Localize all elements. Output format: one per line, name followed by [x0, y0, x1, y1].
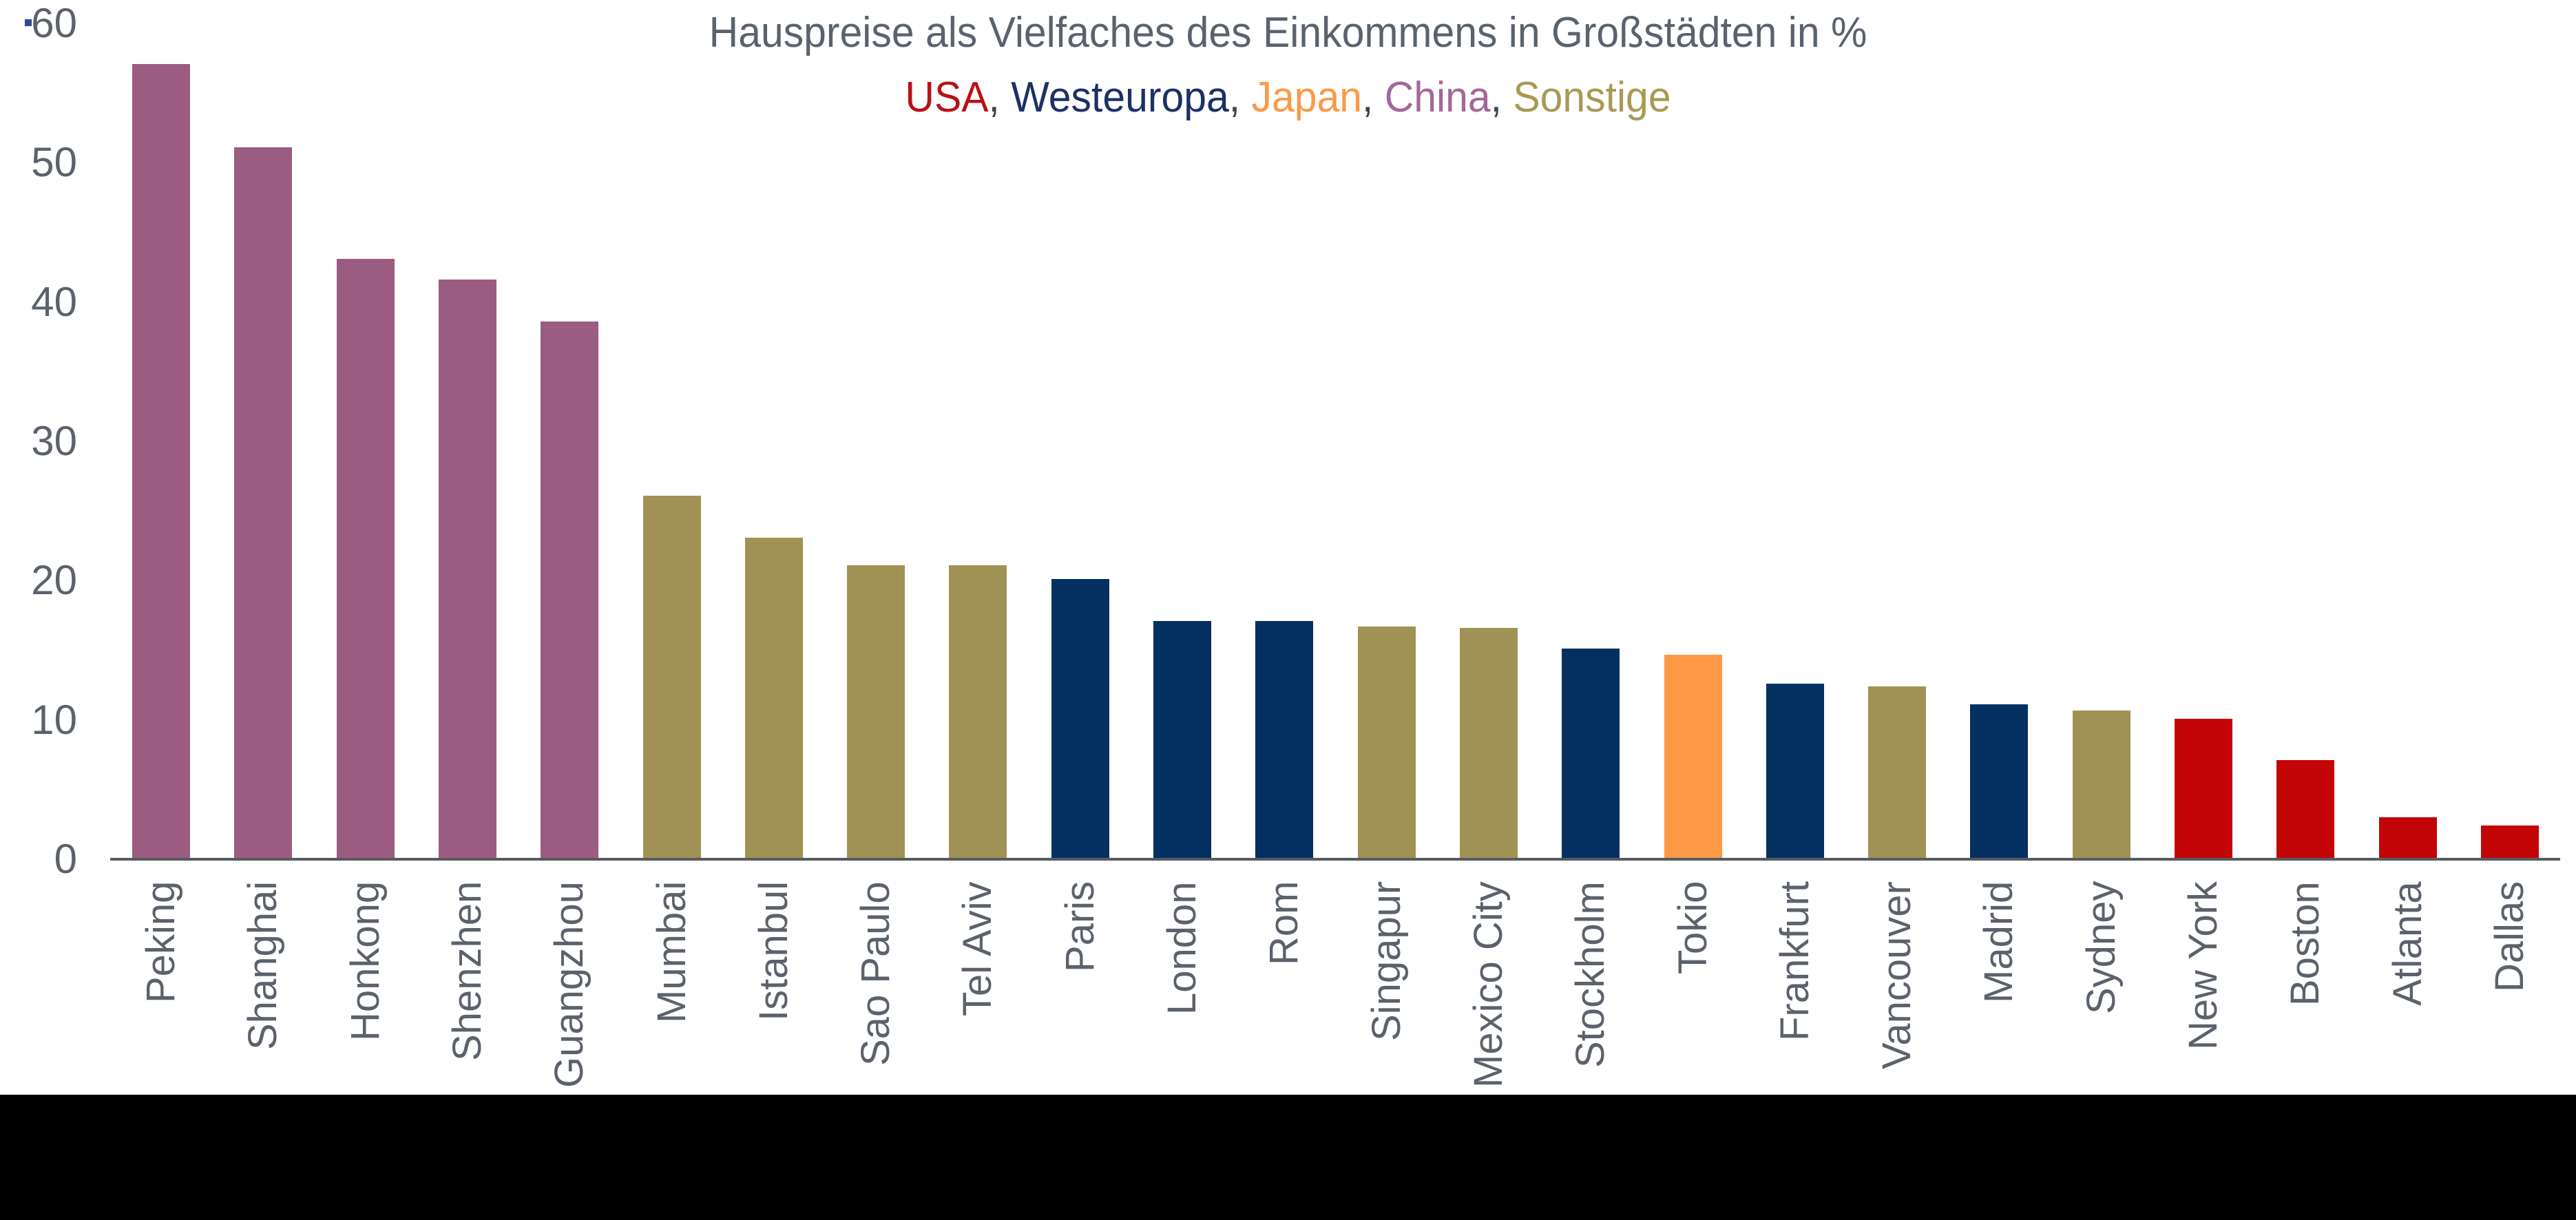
xlabel-sydney: Sydney — [2078, 881, 2124, 1015]
bar-atlanta — [2378, 817, 2437, 858]
bar-singapur — [1357, 627, 1416, 858]
legend-item-japan: Japan — [1251, 74, 1362, 121]
bar-tokio — [1664, 654, 1722, 858]
ytick-0: 0 — [54, 836, 77, 882]
ytick-50: 50 — [31, 139, 77, 186]
bar-shenzhen — [438, 280, 496, 858]
bar-madrid — [1970, 704, 2029, 858]
bar-london — [1153, 621, 1211, 858]
xlabel-peking: Peking — [138, 881, 183, 1004]
bar-dallas — [2480, 825, 2539, 858]
bar-tel-aviv — [949, 565, 1007, 858]
xlabel-guangzhou: Guangzhou — [547, 881, 592, 1088]
legend: USA, Westeuropa, Japan, China, Sonstige — [65, 58, 2512, 123]
xlabel-london: London — [1160, 881, 1204, 1015]
bar-guangzhou — [541, 321, 599, 858]
bar-sao-paulo — [847, 565, 905, 858]
ytick-10: 10 — [31, 696, 77, 743]
x-axis-line — [110, 858, 2560, 861]
xlabel-istanbul: Istanbul — [751, 881, 796, 1022]
xlabel-mexico-city: Mexico City — [1465, 881, 1511, 1088]
bar-mexico-city — [1459, 628, 1518, 858]
xlabel-rom: Rom — [1261, 881, 1307, 966]
bar-peking — [132, 63, 190, 858]
xlabel-shenzhen: Shenzhen — [444, 881, 490, 1062]
ytick-30: 30 — [31, 417, 77, 464]
xlabel-madrid: Madrid — [1976, 881, 2022, 1004]
xlabel-stockholm: Stockholm — [1568, 881, 1613, 1068]
legend-separator: , — [1228, 74, 1252, 121]
bar-shanghai — [234, 147, 293, 858]
xlabel-paris: Paris — [1057, 881, 1102, 973]
bar-mumbai — [642, 495, 701, 858]
bar-honkong — [336, 258, 395, 858]
bar-paris — [1051, 579, 1109, 858]
xlabel-tokio: Tokio — [1670, 881, 1715, 975]
footer-bar — [0, 1095, 2576, 1220]
xlabel-honkong: Honkong — [342, 881, 388, 1042]
bar-rom — [1255, 621, 1314, 858]
legend-item-sonstige: Sonstige — [1513, 74, 1671, 121]
xlabel-dallas: Dallas — [2486, 881, 2532, 993]
xlabel-mumbai: Mumbai — [649, 881, 694, 1024]
chart-title: Hauspreise als Vielfaches des Einkommens… — [709, 9, 1867, 56]
xlabel-new-york: New York — [2181, 881, 2226, 1051]
bar-sydney — [2072, 710, 2130, 858]
xlabel-vancouver: Vancouver — [1874, 881, 1920, 1069]
ytick-40: 40 — [31, 278, 77, 325]
legend-separator: , — [1361, 74, 1385, 121]
legend-item-usa: USA — [905, 74, 989, 121]
ytick-20: 20 — [31, 557, 77, 604]
legend-separator: , — [988, 74, 1012, 121]
xlabel-boston: Boston — [2283, 881, 2328, 1006]
bar-stockholm — [1562, 649, 1620, 858]
legend-item-china: China — [1384, 74, 1491, 121]
legend-separator: , — [1490, 74, 1514, 121]
xlabel-tel-aviv: Tel Aviv — [955, 881, 1001, 1016]
xlabel-singapur: Singapur — [1363, 881, 1409, 1042]
cursor-artifact — [25, 19, 32, 26]
xlabel-atlanta: Atlanta — [2385, 881, 2430, 1006]
legend-item-westeuropa: Westeuropa — [1011, 74, 1229, 121]
bar-frankfurt — [1766, 684, 1824, 858]
ytick-60: 60 — [31, 0, 77, 46]
bar-new-york — [2175, 718, 2232, 858]
xlabel-frankfurt: Frankfurt — [1772, 881, 1817, 1042]
bar-vancouver — [1868, 686, 1927, 858]
chart-header: Hauspreise als Vielfaches des Einkommens… — [65, 0, 2512, 123]
bar-boston — [2276, 760, 2335, 858]
bar-istanbul — [744, 537, 803, 858]
xlabel-shanghai: Shanghai — [240, 881, 286, 1051]
xlabel-sao-paulo: Sao Paulo — [853, 881, 899, 1066]
